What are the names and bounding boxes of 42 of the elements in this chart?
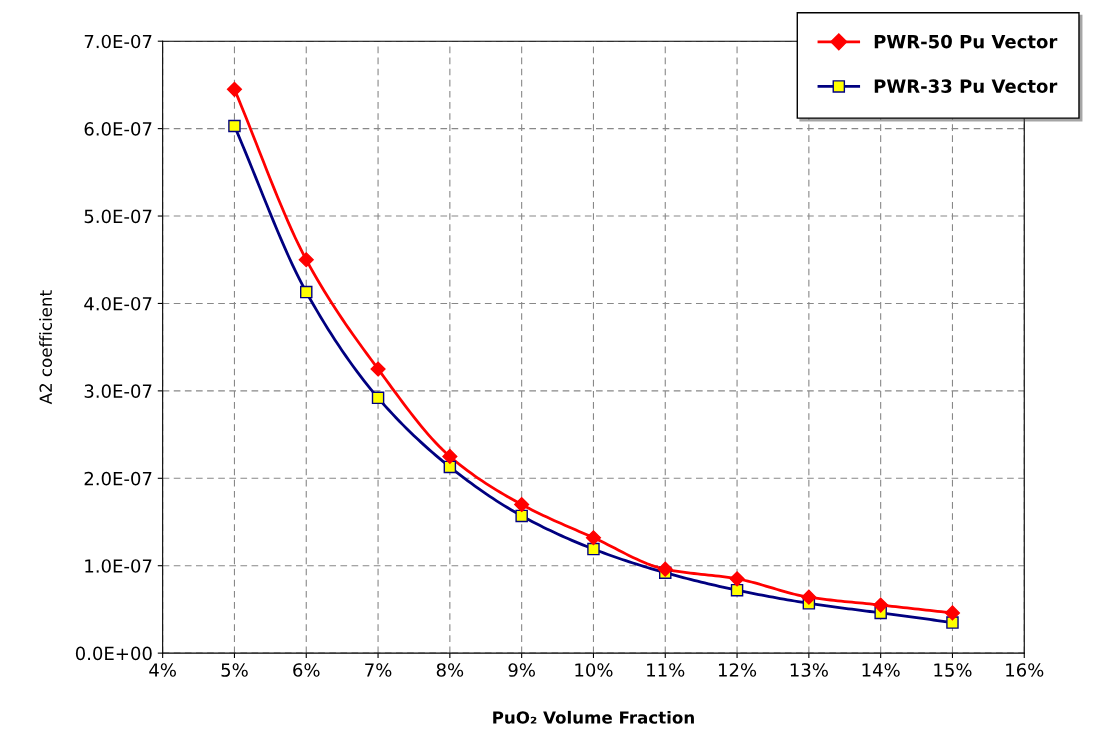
x-tick-label: 16%	[1006, 663, 1044, 677]
y-tick-label: 3.0E-07	[84, 384, 152, 398]
legend-label: PWR-33 Pu Vector	[874, 79, 1058, 93]
y-tick-label: 7.0E-07	[84, 34, 152, 49]
point	[515, 509, 528, 523]
point	[729, 571, 745, 587]
legend-label: PWR-50 Pu Vector	[874, 34, 1058, 49]
point	[514, 496, 530, 513]
point	[298, 252, 314, 268]
x-tick-label: 14%	[862, 663, 900, 677]
x-tick-label: 13%	[790, 663, 828, 677]
point	[730, 583, 744, 597]
y-tick-label: 4.0E-07	[84, 296, 152, 311]
x-tick-label: 6%	[293, 663, 320, 677]
point	[873, 597, 889, 613]
x-tick-label: 10%	[575, 663, 613, 677]
x-tick-label: 9%	[508, 663, 535, 677]
point	[442, 448, 458, 465]
x-tick-label: 5%	[221, 663, 248, 677]
x-tick-label: 4%	[149, 663, 176, 677]
point	[801, 589, 817, 605]
x-tick-label: 11%	[647, 663, 685, 677]
y-tick-label: 1.0E-07	[85, 559, 152, 573]
x-tick-label: 7%	[365, 663, 392, 677]
y-tick-label: 5.0E-07	[84, 209, 152, 224]
y-tick-label: 0.0E+00	[75, 646, 152, 661]
point	[585, 530, 602, 546]
point	[226, 81, 243, 97]
y-tick-label: 6.0E-07	[84, 122, 152, 136]
y-tick-label: 2.0E-07	[84, 471, 152, 486]
point	[370, 361, 386, 377]
y-axis-title: A2 coefficient	[39, 290, 53, 405]
point	[587, 542, 600, 556]
x-tick-label: 15%	[934, 663, 972, 677]
point	[371, 391, 385, 405]
point	[944, 605, 961, 621]
point	[657, 561, 673, 577]
point	[228, 119, 241, 133]
x-axis-title: PuO₂ Volume Fraction	[493, 710, 694, 724]
x-tick-label: 8%	[436, 663, 464, 677]
x-tick-label: 12%	[718, 663, 757, 677]
point	[300, 285, 313, 299]
